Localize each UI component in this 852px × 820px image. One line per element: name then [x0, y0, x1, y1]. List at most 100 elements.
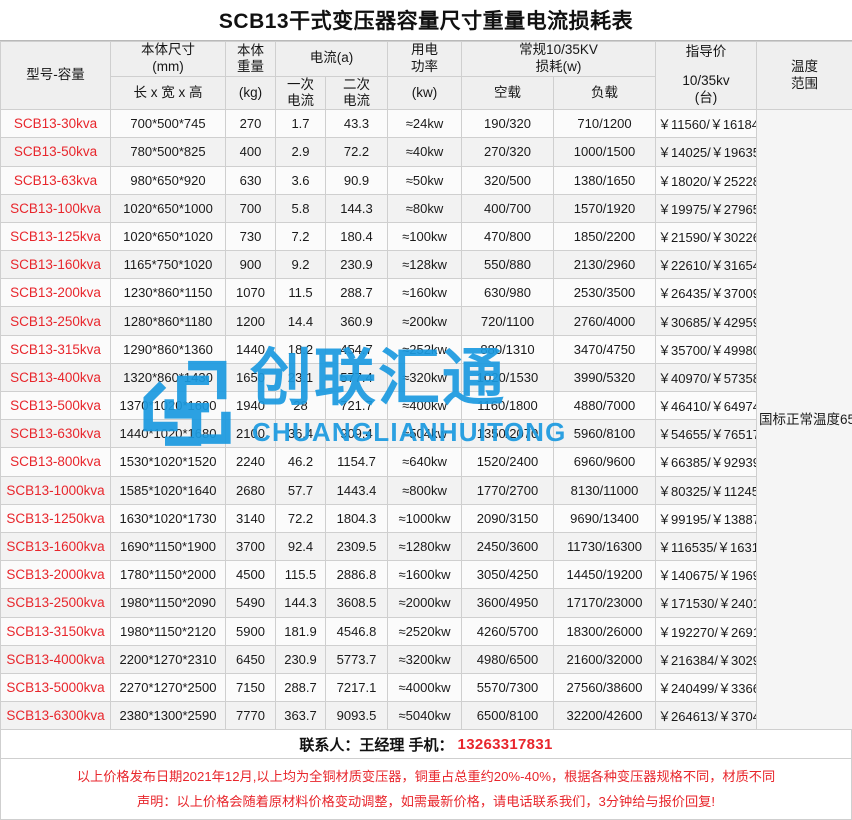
- cell-noload: 1350/2070: [462, 420, 554, 448]
- cell-weight: 900: [226, 251, 276, 279]
- cell-load: 710/1200: [554, 110, 656, 138]
- cell-weight: 700: [226, 194, 276, 222]
- header-current-primary-1: 一次: [278, 77, 323, 93]
- cell-noload: 720/1100: [462, 307, 554, 335]
- cell-price: ￥66385/￥92939: [656, 448, 757, 476]
- cell-price: ￥240499/￥336698: [656, 673, 757, 701]
- cell-i2: 1154.7: [326, 448, 388, 476]
- cell-weight: 1070: [226, 279, 276, 307]
- cell-price: ￥99195/￥138873: [656, 504, 757, 532]
- header-current-secondary: 二次 电流: [326, 76, 388, 109]
- header-current-primary-2: 电流: [278, 93, 323, 109]
- header-temp-label2: 范围: [759, 76, 850, 93]
- cell-load: 9690/13400: [554, 504, 656, 532]
- cell-i2: 5773.7: [326, 645, 388, 673]
- cell-i1: 181.9: [276, 617, 326, 645]
- cell-i1: 28: [276, 392, 326, 420]
- header-price: 指导价 10/35kv (台): [656, 42, 757, 110]
- cell-noload: 3050/4250: [462, 561, 554, 589]
- cell-noload: 1770/2700: [462, 476, 554, 504]
- cell-i2: 288.7: [326, 279, 388, 307]
- cell-kw: ≈320kw: [388, 363, 462, 391]
- specification-table: 型号-容量 本体尺寸 (mm) 本体 重量 电流(a) 用电 功率 常规10/3…: [0, 41, 852, 730]
- cell-model: SCB13-400kva: [1, 363, 111, 391]
- contact-phone[interactable]: 13263317831: [458, 736, 553, 753]
- cell-kw: ≈252kw: [388, 335, 462, 363]
- cell-kw: ≈160kw: [388, 279, 462, 307]
- cell-model: SCB13-4000kva: [1, 645, 111, 673]
- cell-dim: 1980*1150*2090: [111, 589, 226, 617]
- cell-model: SCB13-125kva: [1, 222, 111, 250]
- cell-i1: 14.4: [276, 307, 326, 335]
- cell-i1: 1.7: [276, 110, 326, 138]
- cell-i2: 43.3: [326, 110, 388, 138]
- header-loss: 常规10/35KV 损耗(w): [462, 42, 656, 77]
- cell-noload: 4980/6500: [462, 645, 554, 673]
- cell-load: 27560/38600: [554, 673, 656, 701]
- cell-load: 8130/11000: [554, 476, 656, 504]
- cell-price: ￥35700/￥49980: [656, 335, 757, 363]
- cell-i1: 92.4: [276, 532, 326, 560]
- cell-noload: 1520/2400: [462, 448, 554, 476]
- cell-dim: 1165*750*1020: [111, 251, 226, 279]
- cell-i1: 7.2: [276, 222, 326, 250]
- cell-i1: 230.9: [276, 645, 326, 673]
- cell-i1: 23.1: [276, 363, 326, 391]
- cell-weight: 1440: [226, 335, 276, 363]
- cell-model: SCB13-100kva: [1, 194, 111, 222]
- cell-price: ￥21590/￥30226: [656, 222, 757, 250]
- header-weight-unit: (kg): [226, 76, 276, 109]
- header-model: 型号-容量: [1, 42, 111, 110]
- cell-noload: 190/320: [462, 110, 554, 138]
- cell-dim: 2380*1300*2590: [111, 702, 226, 730]
- cell-price: ￥264613/￥370458: [656, 702, 757, 730]
- cell-price: ￥22610/￥31654: [656, 251, 757, 279]
- cell-load: 6960/9600: [554, 448, 656, 476]
- cell-load: 11730/16300: [554, 532, 656, 560]
- cell-model: SCB13-250kva: [1, 307, 111, 335]
- cell-price: ￥216384/￥302937: [656, 645, 757, 673]
- cell-i2: 2886.8: [326, 561, 388, 589]
- cell-model: SCB13-1250kva: [1, 504, 111, 532]
- cell-i2: 180.4: [326, 222, 388, 250]
- header-loss-noload: 空载: [462, 76, 554, 109]
- cell-dim: 1585*1020*1640: [111, 476, 226, 504]
- cell-price: ￥18020/￥25228: [656, 166, 757, 194]
- cell-i1: 5.8: [276, 194, 326, 222]
- cell-noload: 320/500: [462, 166, 554, 194]
- cell-weight: 3140: [226, 504, 276, 532]
- cell-dim: 1630*1020*1730: [111, 504, 226, 532]
- cell-weight: 2680: [226, 476, 276, 504]
- cell-load: 17170/23000: [554, 589, 656, 617]
- cell-weight: 270: [226, 110, 276, 138]
- cell-kw: ≈200kw: [388, 307, 462, 335]
- cell-load: 21600/32000: [554, 645, 656, 673]
- cell-noload: 4260/5700: [462, 617, 554, 645]
- cell-load: 2760/4000: [554, 307, 656, 335]
- cell-kw: ≈1000kw: [388, 504, 462, 532]
- cell-weight: 6450: [226, 645, 276, 673]
- cell-noload: 2090/3150: [462, 504, 554, 532]
- cell-kw: ≈50kw: [388, 166, 462, 194]
- cell-noload: 400/700: [462, 194, 554, 222]
- cell-model: SCB13-1600kva: [1, 532, 111, 560]
- cell-i2: 144.3: [326, 194, 388, 222]
- cell-model: SCB13-160kva: [1, 251, 111, 279]
- cell-price: ￥26435/￥37009: [656, 279, 757, 307]
- cell-i1: 11.5: [276, 279, 326, 307]
- cell-i2: 7217.1: [326, 673, 388, 701]
- cell-noload: 630/980: [462, 279, 554, 307]
- cell-i2: 4546.8: [326, 617, 388, 645]
- cell-load: 4880/7000: [554, 392, 656, 420]
- cell-i1: 3.6: [276, 166, 326, 194]
- cell-load: 14450/19200: [554, 561, 656, 589]
- cell-model: SCB13-5000kva: [1, 673, 111, 701]
